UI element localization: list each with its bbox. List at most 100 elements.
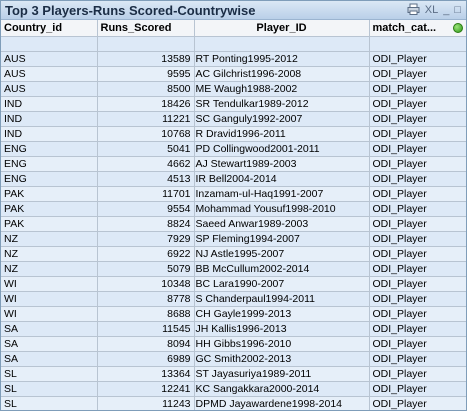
cell-player-id[interactable]: BB McCullum2002-2014 bbox=[194, 261, 370, 277]
cell-player-id[interactable]: SC Ganguly1992-2007 bbox=[194, 111, 370, 127]
cell-match-category[interactable]: ODI_Player bbox=[369, 396, 466, 410]
cell-match-category[interactable]: ODI_Player bbox=[369, 111, 466, 127]
cell-match-category[interactable]: ODI_Player bbox=[369, 366, 466, 382]
table-row[interactable]: WI 8688 CH Gayle1999-2013 ODI_Player bbox=[1, 306, 466, 322]
table-row[interactable]: SA 8094 HH Gibbs1996-2010 ODI_Player bbox=[1, 336, 466, 352]
cell-match-category[interactable]: ODI_Player bbox=[369, 126, 466, 142]
cell-country[interactable]: WI bbox=[1, 306, 98, 322]
column-header-match-category[interactable]: match_cat... bbox=[369, 20, 466, 37]
cell-player-id[interactable]: S Chanderpaul1994-2011 bbox=[194, 291, 370, 307]
table-row[interactable]: IND 10768 R Dravid1996-2011 ODI_Player bbox=[1, 126, 466, 142]
cell-player-id[interactable]: ST Jayasuriya1989-2011 bbox=[194, 366, 370, 382]
cell-runs[interactable]: 9554 bbox=[97, 201, 195, 217]
cell-player-id[interactable]: HH Gibbs1996-2010 bbox=[194, 336, 370, 352]
cell-match-category[interactable]: ODI_Player bbox=[369, 156, 466, 172]
cell-match-category[interactable]: ODI_Player bbox=[369, 336, 466, 352]
table-row[interactable]: SL 13364 ST Jayasuriya1989-2011 ODI_Player bbox=[1, 366, 466, 382]
caption-bar[interactable]: Top 3 Players-Runs Scored-Countrywise XL… bbox=[1, 1, 466, 20]
cell-runs[interactable]: 12241 bbox=[97, 381, 195, 397]
cell-match-category[interactable]: ODI_Player bbox=[369, 291, 466, 307]
column-header-country[interactable]: Country_id bbox=[1, 20, 98, 37]
cell-match-category[interactable]: ODI_Player bbox=[369, 246, 466, 262]
print-icon[interactable] bbox=[406, 3, 421, 17]
cell-player-id[interactable]: ME Waugh1988-2002 bbox=[194, 81, 370, 97]
cell-country[interactable]: NZ bbox=[1, 231, 98, 247]
cell-country[interactable]: SL bbox=[1, 396, 98, 410]
cell-country[interactable]: SA bbox=[1, 351, 98, 367]
column-header-player[interactable]: Player_ID bbox=[194, 20, 370, 37]
cell-country[interactable]: IND bbox=[1, 126, 98, 142]
excel-export-button[interactable]: XL bbox=[424, 4, 439, 16]
cell-runs[interactable]: 11545 bbox=[97, 321, 195, 337]
table-row[interactable]: NZ 6922 NJ Astle1995-2007 ODI_Player bbox=[1, 246, 466, 262]
cell-match-category[interactable]: ODI_Player bbox=[369, 231, 466, 247]
cell-match-category[interactable]: ODI_Player bbox=[369, 216, 466, 232]
cell-player-id[interactable]: SP Fleming1994-2007 bbox=[194, 231, 370, 247]
cell-match-category[interactable]: ODI_Player bbox=[369, 96, 466, 112]
cell-country[interactable]: ENG bbox=[1, 141, 98, 157]
table-row[interactable]: WI 10348 BC Lara1990-2007 ODI_Player bbox=[1, 276, 466, 292]
cell-country[interactable]: PAK bbox=[1, 186, 98, 202]
cell-country[interactable]: PAK bbox=[1, 216, 98, 232]
cell-player-id[interactable]: RT Ponting1995-2012 bbox=[194, 51, 370, 67]
cell-country[interactable]: ENG bbox=[1, 171, 98, 187]
cell-player-id[interactable]: NJ Astle1995-2007 bbox=[194, 246, 370, 262]
table-row[interactable]: SA 6989 GC Smith2002-2013 ODI_Player bbox=[1, 351, 466, 367]
minimize-button[interactable]: _ bbox=[443, 4, 450, 16]
cell-runs[interactable]: 11701 bbox=[97, 186, 195, 202]
cell-runs[interactable]: 4662 bbox=[97, 156, 195, 172]
table-area[interactable]: Country_id Runs_Scored Player_ID match_c… bbox=[1, 20, 466, 410]
table-row[interactable]: IND 11221 SC Ganguly1992-2007 ODI_Player bbox=[1, 111, 466, 127]
table-row[interactable]: SA 11545 JH Kallis1996-2013 ODI_Player bbox=[1, 321, 466, 337]
cell-match-category[interactable]: ODI_Player bbox=[369, 306, 466, 322]
cell-country[interactable]: AUS bbox=[1, 66, 98, 82]
table-row[interactable]: ENG 4513 IR Bell2004-2014 ODI_Player bbox=[1, 171, 466, 187]
table-row[interactable]: AUS 9595 AC Gilchrist1996-2008 ODI_Player bbox=[1, 66, 466, 82]
cell-runs[interactable]: 5041 bbox=[97, 141, 195, 157]
cell-runs[interactable]: 8094 bbox=[97, 336, 195, 352]
cell-country[interactable]: IND bbox=[1, 111, 98, 127]
cell-country[interactable]: NZ bbox=[1, 261, 98, 277]
cell-country[interactable]: SL bbox=[1, 366, 98, 382]
cell-player-id[interactable]: DPMD Jayawardene1998-2014 bbox=[194, 396, 370, 410]
table-row[interactable]: IND 18426 SR Tendulkar1989-2012 ODI_Player bbox=[1, 96, 466, 112]
cell-country[interactable]: SA bbox=[1, 321, 98, 337]
cell-runs[interactable]: 8500 bbox=[97, 81, 195, 97]
table-row[interactable]: SL 12241 KC Sangakkara2000-2014 ODI_Player bbox=[1, 381, 466, 397]
cell-match-category[interactable]: ODI_Player bbox=[369, 186, 466, 202]
table-row[interactable]: ENG 5041 PD Collingwood2001-2011 ODI_Player bbox=[1, 141, 466, 157]
cell-country[interactable]: SA bbox=[1, 336, 98, 352]
cell-match-category[interactable]: ODI_Player bbox=[369, 66, 466, 82]
cell-country[interactable]: IND bbox=[1, 96, 98, 112]
cell-runs[interactable]: 7929 bbox=[97, 231, 195, 247]
cell-runs[interactable]: 8688 bbox=[97, 306, 195, 322]
cell-country[interactable]: AUS bbox=[1, 81, 98, 97]
cell-runs[interactable]: 6922 bbox=[97, 246, 195, 262]
cell-runs[interactable]: 9595 bbox=[97, 66, 195, 82]
cell-player-id[interactable]: BC Lara1990-2007 bbox=[194, 276, 370, 292]
cell-match-category[interactable]: ODI_Player bbox=[369, 141, 466, 157]
cell-player-id[interactable]: Inzamam-ul-Haq1991-2007 bbox=[194, 186, 370, 202]
cell-player-id[interactable]: JH Kallis1996-2013 bbox=[194, 321, 370, 337]
cell-country[interactable]: AUS bbox=[1, 51, 98, 67]
cell-player-id[interactable]: CH Gayle1999-2013 bbox=[194, 306, 370, 322]
cell-player-id[interactable]: PD Collingwood2001-2011 bbox=[194, 141, 370, 157]
cell-player-id[interactable]: AC Gilchrist1996-2008 bbox=[194, 66, 370, 82]
cell-player-id[interactable]: AJ Stewart1989-2003 bbox=[194, 156, 370, 172]
cell-match-category[interactable]: ODI_Player bbox=[369, 51, 466, 67]
cell-match-category[interactable]: ODI_Player bbox=[369, 261, 466, 277]
cell-runs[interactable]: 18426 bbox=[97, 96, 195, 112]
cell-runs[interactable]: 4513 bbox=[97, 171, 195, 187]
cell-match-category[interactable]: ODI_Player bbox=[369, 276, 466, 292]
cell-country[interactable]: WI bbox=[1, 276, 98, 292]
cell-runs[interactable]: 5079 bbox=[97, 261, 195, 277]
table-row[interactable]: PAK 9554 Mohammad Yousuf1998-2010 ODI_Playe… bbox=[1, 201, 466, 217]
table-row[interactable]: AUS 8500 ME Waugh1988-2002 ODI_Player bbox=[1, 81, 466, 97]
table-row[interactable]: PAK 11701 Inzamam-ul-Haq1991-2007 ODI_Playe… bbox=[1, 186, 466, 202]
cell-runs[interactable]: 6989 bbox=[97, 351, 195, 367]
cell-player-id[interactable]: IR Bell2004-2014 bbox=[194, 171, 370, 187]
cell-player-id[interactable]: Mohammad Yousuf1998-2010 bbox=[194, 201, 370, 217]
cell-player-id[interactable]: R Dravid1996-2011 bbox=[194, 126, 370, 142]
table-row[interactable]: AUS 13589 RT Ponting1995-2012 ODI_Player bbox=[1, 51, 466, 67]
cell-country[interactable]: ENG bbox=[1, 156, 98, 172]
